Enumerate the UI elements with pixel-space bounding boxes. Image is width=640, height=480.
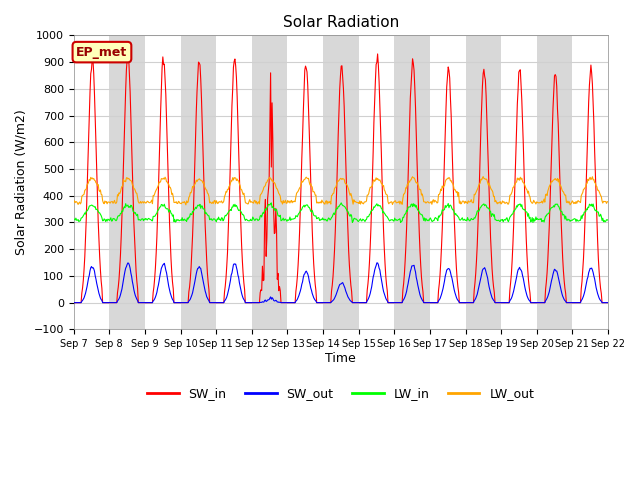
SW_out [422,300,430,305]
Line: LW_in: LW_in [74,203,608,223]
LW_in [217,218,225,224]
LW_out [218,198,225,204]
Y-axis label: Solar Radiation (W/m2): Solar Radiation (W/m2) [15,109,28,255]
SW_out [134,300,142,305]
SW_in [189,233,196,239]
SW_in [79,277,87,283]
SW_out [373,260,381,266]
Legend: SW_in, SW_out, LW_in, LW_out: SW_in, SW_out, LW_in, LW_out [142,383,540,406]
SW_out [189,290,196,296]
X-axis label: Time: Time [326,352,356,365]
SW_in [604,300,612,305]
SW_out [604,300,612,305]
SW_in [134,300,142,305]
SW_out [217,300,225,305]
SW_in [217,300,225,305]
Bar [109,36,145,329]
LW_out [406,177,414,183]
SW_out [406,269,414,275]
LW_in [79,213,87,218]
SW_in [422,300,430,305]
Line: SW_in: SW_in [74,54,608,302]
SW_in [70,300,77,305]
Bar [180,36,216,329]
LW_out [182,202,189,208]
Bar [394,36,430,329]
SW_in [406,96,414,101]
LW_out [479,174,487,180]
Title: Solar Radiation: Solar Radiation [283,15,399,30]
Line: LW_out: LW_out [74,177,608,205]
LW_out [134,199,142,204]
LW_out [79,192,87,198]
LW_in [397,220,404,226]
SW_in [374,51,381,57]
SW_out [70,300,77,305]
LW_in [423,217,431,223]
Bar [252,36,287,329]
Bar [537,36,572,329]
Bar [465,36,501,329]
Bar [323,36,358,329]
LW_in [268,200,275,206]
LW_in [407,202,415,207]
LW_out [604,199,612,204]
SW_out [79,296,87,302]
LW_in [70,216,77,222]
LW_out [189,184,197,190]
LW_in [134,217,142,223]
LW_out [70,200,77,205]
LW_in [604,217,612,223]
LW_out [422,200,430,206]
LW_in [189,208,196,214]
Text: EP_met: EP_met [76,46,127,59]
Line: SW_out: SW_out [74,263,608,302]
